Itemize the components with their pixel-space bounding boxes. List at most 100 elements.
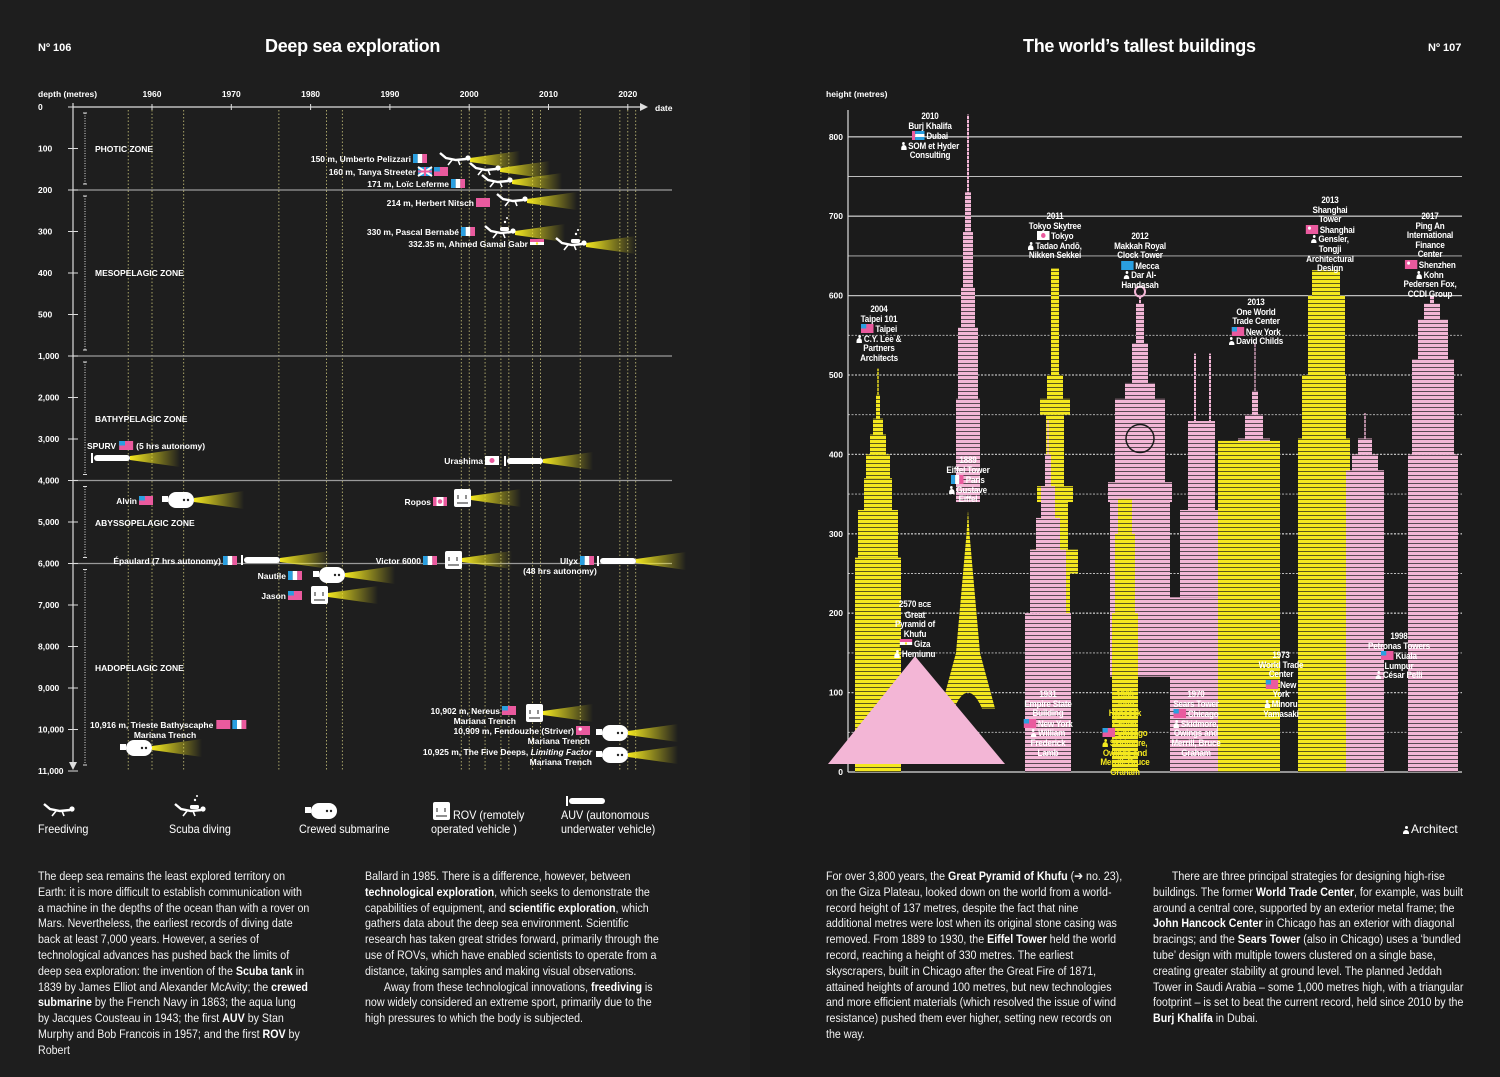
flag-part: [489, 457, 495, 464]
building-architect: César Pelli: [1382, 670, 1423, 681]
tw-flag-icon: [860, 324, 874, 334]
text-run: held the world record, reaching a height…: [826, 932, 1117, 1041]
person-icon: [1102, 738, 1109, 747]
building-name: Taipei 101: [860, 313, 898, 324]
building-segment: [958, 327, 978, 399]
legend-label: AUV (autonomous: [561, 808, 650, 822]
flag-part: [1231, 326, 1245, 336]
diver-limbs: [51, 810, 65, 817]
building-segment: [1312, 270, 1340, 296]
cn-flag-icon: [1305, 224, 1318, 234]
record-label: Alvin: [116, 496, 137, 506]
y-tick-label: 7,000: [38, 600, 60, 610]
building-segment: [967, 114, 969, 193]
record-sublabel: Mariana Trench: [528, 736, 590, 746]
sub-hull: [319, 567, 345, 583]
auv-tail: [241, 555, 243, 565]
building-segment: [1170, 597, 1222, 772]
building-label: 2013 One World Trade Center New York David …: [1228, 297, 1284, 347]
sub-window: [620, 753, 624, 757]
fr-flag-icon: [413, 154, 427, 163]
ca-flag-icon: [433, 497, 447, 506]
building-segment: [961, 287, 975, 328]
architect-legend: Architect: [1403, 822, 1458, 836]
flag-part: [460, 179, 465, 188]
text-column-left-2: Ballard in 1985. There is a difference, …: [365, 869, 668, 1027]
record-label: 214 m, Herbert Nitsch: [387, 198, 474, 208]
person-icon: [1264, 699, 1270, 708]
bold-term: scientific exploration: [508, 900, 616, 915]
legend-label: ROV (remotely: [453, 808, 525, 822]
fr-flag-icon: [223, 556, 237, 565]
flag-part: [915, 131, 925, 135]
diver-limbs: [447, 159, 461, 166]
flag-part: [1173, 709, 1179, 714]
building-shanghai: [1298, 270, 1350, 772]
person-icon: [1028, 241, 1034, 250]
text-run: (also in Chicago) uses a ‘bundled tube’ …: [1153, 932, 1464, 1010]
flag-part: [432, 556, 437, 565]
diver-body: [469, 162, 497, 172]
us-flag-icon: [1023, 718, 1037, 728]
building-segment: [1115, 398, 1165, 483]
x-tick-label: 1960: [143, 89, 162, 99]
building-city: Tokyo: [1051, 231, 1074, 242]
eiffel-shape: [941, 509, 995, 709]
diver-body: [439, 152, 467, 162]
us-flag-icon: [119, 441, 134, 450]
eg-flag-icon: [899, 639, 913, 649]
flag-part: [216, 720, 231, 729]
sub-window: [140, 746, 144, 750]
building-architect: Minoru Yamasaki: [1263, 698, 1299, 719]
building-segment: [1352, 454, 1378, 471]
building-empire: [1025, 420, 1071, 772]
us-flag-icon: [1173, 709, 1187, 719]
text-run: by the French Navy in 1863; the aqua lun…: [38, 995, 296, 1026]
flag-part: [1406, 261, 1410, 265]
building-segment: [1218, 440, 1280, 772]
light-beam: [280, 551, 330, 569]
jp-flag-icon: [485, 456, 499, 465]
building-segment: [1051, 268, 1059, 375]
building-name: Great Pyramid of Khufu: [894, 609, 936, 639]
flag-part: [955, 475, 960, 485]
flag-part: [422, 154, 427, 163]
record-freediving: 160 m, Tanya Streeter: [329, 161, 550, 179]
building-name: Burj Khalifa: [908, 120, 952, 131]
at-flag-icon: [476, 198, 490, 207]
record-crewed: Nautile: [258, 566, 395, 584]
building-segment: [858, 509, 898, 558]
flag-part: [1023, 718, 1037, 728]
diver-body: [481, 174, 509, 184]
it-flag-icon: [232, 720, 247, 729]
flag-part: [580, 556, 585, 565]
x-axis-arrow-icon: [640, 103, 648, 111]
building-segment: [876, 394, 880, 419]
sub-window: [333, 573, 337, 577]
zone-label: ABYSSOPELAGIC ZONE: [95, 518, 195, 528]
building-label: 1973 World Trade Center New York Minoru Yam…: [1257, 650, 1306, 719]
building-label: 1970 Sears Tower Chicago Skidmore, Owings a…: [1170, 689, 1222, 758]
cn-flag-icon: [576, 726, 590, 735]
building-segment: [1209, 353, 1211, 422]
person-icon: [1375, 671, 1382, 680]
record-sublabel: Mariana Trench: [530, 757, 592, 767]
text-run: by Robert: [38, 1026, 300, 1057]
building-year: 2010: [921, 111, 939, 121]
building-segment: [1139, 294, 1141, 304]
light-beam: [527, 192, 577, 210]
flag-part: [576, 726, 590, 735]
person-icon: [1403, 826, 1409, 834]
crewed-submarine-icon: [313, 567, 345, 583]
flag-part: [584, 556, 590, 565]
building-segment: [1125, 382, 1155, 399]
x-tick-label: 1980: [301, 89, 320, 99]
building-segment: [1030, 549, 1066, 614]
left-page: [0, 0, 750, 1077]
y-tick-label: 8,000: [38, 642, 60, 652]
auv-body: [507, 458, 543, 464]
building-segment: [1136, 303, 1144, 344]
building-name: Eiffel Tower: [946, 464, 990, 475]
building-eiffel: [941, 509, 995, 709]
y-tick-label: 5,000: [38, 517, 60, 527]
